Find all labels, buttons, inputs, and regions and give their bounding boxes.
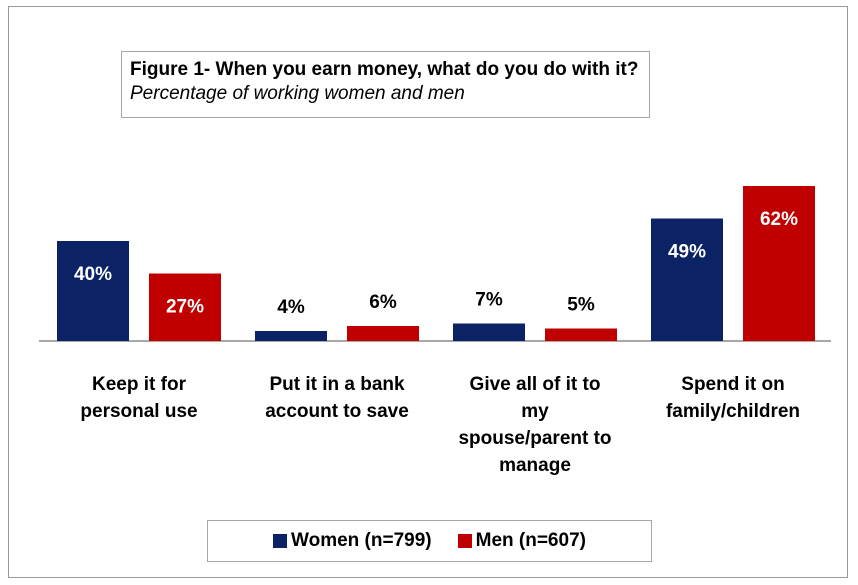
data-label-women-3: 49% (668, 242, 706, 263)
category-label-3: Spend it on family/children (638, 371, 828, 425)
data-label-men-3: 62% (760, 209, 798, 230)
data-label-men-1: 6% (369, 292, 397, 313)
category-label-line: Keep it for (92, 374, 186, 395)
bar-women-2 (453, 323, 525, 341)
bar-men-3 (743, 186, 815, 341)
bar-men-0 (149, 273, 221, 341)
chart-title: Figure 1- When you earn money, what do y… (130, 59, 639, 80)
category-label-1: Put it in a bank account to save (242, 371, 432, 425)
legend-swatch-women (273, 534, 288, 548)
bar-women-0 (57, 241, 129, 341)
data-label-women-1: 4% (277, 297, 305, 318)
category-label-line: Spend it on (681, 374, 785, 395)
data-label-women-0: 40% (74, 264, 112, 285)
category-label-line: Put it in a bank (269, 374, 405, 395)
legend: Women (n=799) Men (n=607) (207, 520, 652, 562)
category-label-line: my (521, 401, 549, 422)
legend-item-women: Women (n=799) (273, 530, 432, 552)
category-label-line: account to save (265, 401, 409, 422)
category-label-line: manage (499, 455, 571, 476)
data-label-women-2: 7% (475, 290, 503, 311)
chart-subtitle: Percentage of working women and men (130, 83, 465, 104)
data-label-men-0: 27% (166, 297, 204, 318)
bar-men-2 (545, 328, 617, 341)
data-label-men-2: 5% (567, 295, 595, 316)
category-label-line: personal use (80, 401, 198, 422)
legend-label-women: Women (n=799) (291, 530, 432, 551)
title-box: Figure 1- When you earn money, what do y… (121, 51, 650, 118)
category-label-line: spouse/parent to (458, 428, 612, 449)
legend-item-men: Men (n=607) (457, 530, 586, 552)
bar-women-1 (255, 331, 327, 341)
category-label-line: family/children (665, 401, 801, 422)
bar-women-3 (651, 218, 723, 341)
category-label-2: Give all of it to my spouse/parent to manag… (440, 371, 630, 479)
bar-men-1 (347, 326, 419, 341)
category-label-0: Keep it for personal use (44, 371, 234, 425)
category-label-line: Give all of it to (469, 374, 601, 395)
legend-label-men: Men (n=607) (475, 530, 586, 551)
legend-swatch-men (457, 534, 472, 548)
